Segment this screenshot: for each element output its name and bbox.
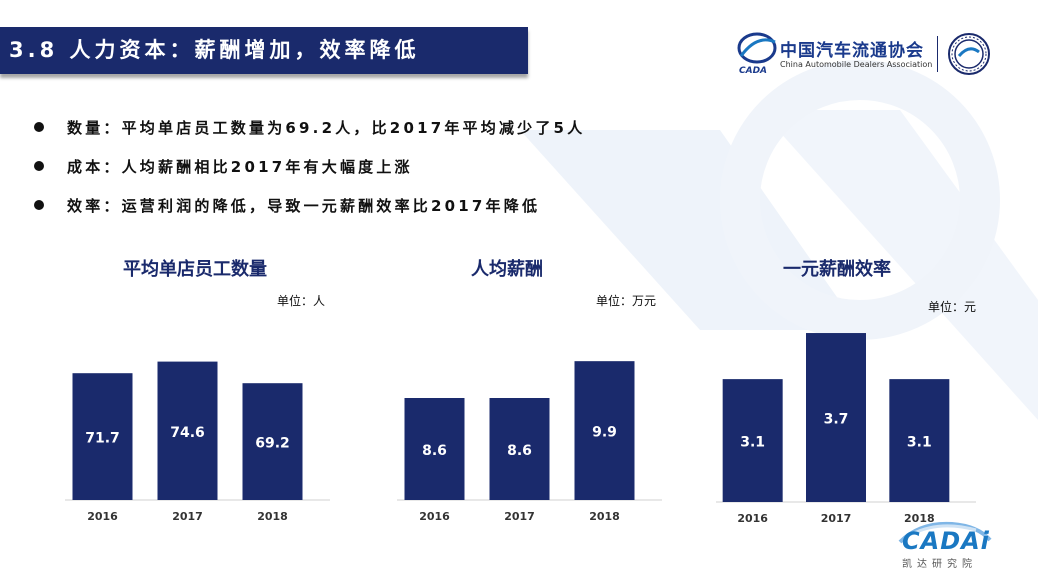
bar bbox=[489, 398, 550, 500]
tick-label: 2017 bbox=[821, 512, 852, 525]
bar bbox=[806, 333, 866, 502]
tick-label: 2018 bbox=[589, 510, 620, 523]
tick-label: 2016 bbox=[419, 510, 450, 523]
filled-circle-bullet-icon bbox=[34, 161, 44, 171]
data-label: 71.7 bbox=[85, 431, 120, 447]
tick-label: 2018 bbox=[257, 510, 288, 523]
bar bbox=[72, 373, 133, 500]
logo-divider bbox=[937, 36, 938, 72]
bullet-text: 成本：人均薪酬相比2017年有大幅度上涨 bbox=[67, 158, 413, 176]
data-label: 9.9 bbox=[592, 425, 617, 441]
bar bbox=[889, 379, 950, 502]
title-bar: 3.8 人力资本：薪酬增加，效率降低 bbox=[0, 27, 528, 74]
bar bbox=[157, 361, 218, 500]
chart-unit: 单位：元 bbox=[928, 300, 977, 314]
chart-title: 平均单店员工数量 bbox=[123, 259, 267, 280]
association-name-cn: 中国汽车流通协会 bbox=[780, 41, 924, 61]
bar-chart-3: 3.1 2016 3.7 2017 3.1 2018 bbox=[716, 333, 976, 525]
tick-label: 2017 bbox=[172, 510, 203, 523]
cadai-brand-sub: 凯达研究院 bbox=[902, 559, 977, 570]
chart-unit: 单位：万元 bbox=[596, 294, 657, 308]
bullet-text: 效率：运营利润的降低，导致一元薪酬效率比2017年降低 bbox=[67, 197, 541, 215]
association-seal-icon bbox=[948, 33, 990, 75]
chart-title: 一元薪酬效率 bbox=[783, 259, 891, 280]
data-label: 3.1 bbox=[907, 435, 932, 451]
association-name-en: China Automobile Dealers Association bbox=[780, 60, 933, 69]
tick-label: 2018 bbox=[904, 512, 935, 525]
bullet-text: 数量：平均单店员工数量为69.2人，比2017年平均减少了5人 bbox=[67, 119, 586, 137]
bar bbox=[404, 398, 465, 500]
cada-logo-icon: CADA bbox=[737, 32, 777, 76]
data-label: 3.7 bbox=[824, 412, 849, 428]
chart-unit: 单位：人 bbox=[277, 294, 326, 308]
tick-label: 2016 bbox=[87, 510, 118, 523]
tick-label: 2016 bbox=[737, 512, 768, 525]
association-logo: CADA 中国汽车流通协会 China Automobile Dealers A… bbox=[735, 30, 1005, 78]
filled-circle-bullet-icon bbox=[34, 200, 44, 210]
slide-title: 3.8 人力资本：薪酬增加，效率降低 bbox=[9, 38, 420, 62]
cadai-car-logo-icon bbox=[898, 521, 992, 544]
cada-mark: CADA bbox=[739, 66, 767, 76]
bar bbox=[242, 383, 303, 500]
cadai-logo: CADAi 凯达研究院 bbox=[890, 520, 1000, 570]
cadai-brand: CADAi bbox=[902, 527, 990, 555]
bar-chart-1: 71.7 2016 74.6 2017 69.2 2018 bbox=[65, 361, 330, 523]
data-label: 8.6 bbox=[507, 443, 532, 459]
bar bbox=[722, 379, 783, 502]
data-label: 74.6 bbox=[170, 425, 205, 441]
data-label: 69.2 bbox=[255, 436, 290, 452]
bar bbox=[574, 361, 635, 500]
tick-label: 2017 bbox=[504, 510, 535, 523]
bar-chart-2: 8.6 2016 8.6 2017 9.9 2018 bbox=[397, 361, 662, 523]
data-label: 3.1 bbox=[740, 435, 765, 451]
chart-title: 人均薪酬 bbox=[471, 259, 543, 280]
data-label: 8.6 bbox=[422, 443, 447, 459]
filled-circle-bullet-icon bbox=[34, 122, 44, 132]
